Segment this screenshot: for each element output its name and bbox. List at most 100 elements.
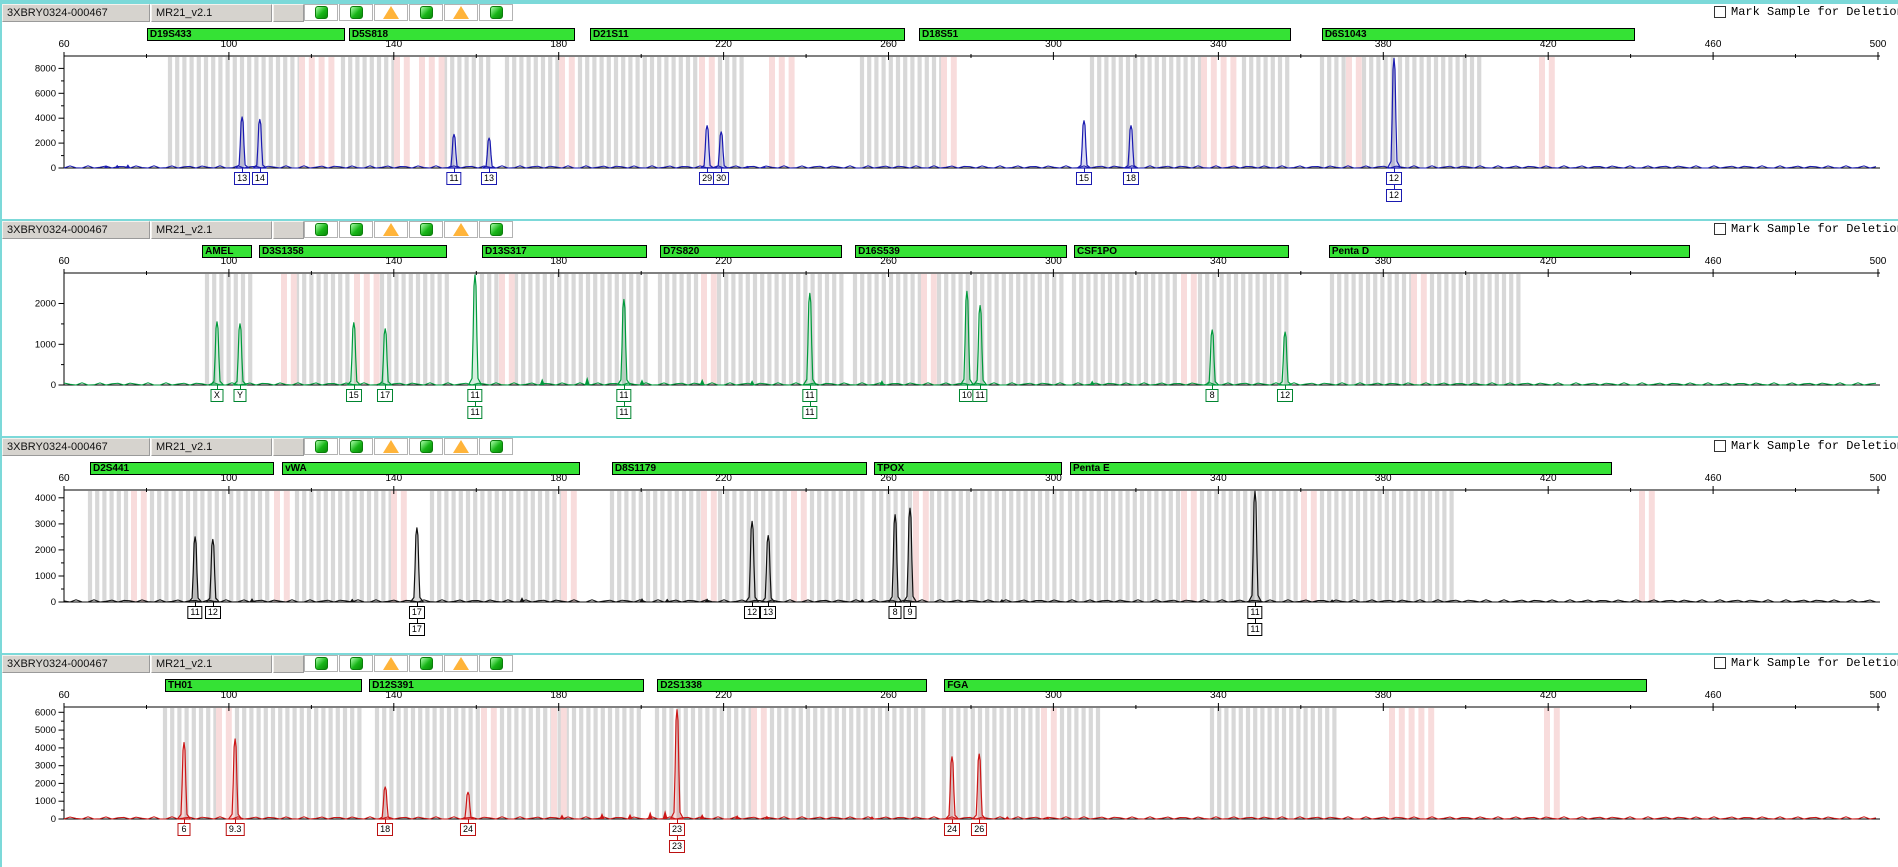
- status-icon-cell[interactable]: [339, 655, 373, 672]
- allele-box[interactable]: 11: [1247, 606, 1263, 619]
- allele-box[interactable]: 13: [760, 606, 777, 619]
- allele-box[interactable]: 11: [802, 389, 818, 402]
- allele-box[interactable]: 11: [616, 406, 632, 419]
- bin-gray: [1351, 274, 1356, 385]
- allele-box[interactable]: 17: [408, 606, 425, 619]
- bin-gray: [885, 708, 890, 819]
- allele-box[interactable]: 14: [251, 172, 268, 185]
- bin-gray: [1233, 274, 1239, 385]
- allele-box[interactable]: 12: [1277, 389, 1294, 402]
- allele-box[interactable]: Y: [233, 389, 247, 402]
- bin-gray: [600, 274, 605, 385]
- allele-box[interactable]: 15: [1075, 172, 1092, 185]
- status-icon-cell[interactable]: [339, 438, 373, 455]
- allele-box[interactable]: 30: [713, 172, 730, 185]
- status-icon-cell[interactable]: [479, 438, 513, 455]
- status-icon-cell[interactable]: [444, 4, 478, 21]
- allele-box[interactable]: 23: [669, 823, 686, 836]
- allele-box[interactable]: 15: [345, 389, 362, 402]
- mark-deletion-checkbox[interactable]: [1714, 657, 1726, 669]
- bin-gray: [214, 491, 219, 602]
- status-icon-cell[interactable]: [409, 221, 443, 238]
- allele-box[interactable]: X: [210, 389, 224, 402]
- electropherogram-plot[interactable]: 2000 1000 0: [2, 267, 1898, 393]
- status-icon-cell[interactable]: [409, 655, 443, 672]
- status-icon-cell[interactable]: [479, 655, 513, 672]
- mark-deletion-checkbox[interactable]: [1714, 440, 1726, 452]
- allele-box[interactable]: 23: [669, 840, 686, 853]
- status-icon-cell[interactable]: [374, 221, 408, 238]
- allele-box[interactable]: 12: [744, 606, 761, 619]
- allele-box[interactable]: 11: [1247, 623, 1263, 636]
- status-icon-cell[interactable]: [374, 438, 408, 455]
- electropherogram-panel-dye-red: 3XBRY0324-000467 MR21_v2.1 Mark Sample f…: [2, 653, 1898, 867]
- status-icon-cell[interactable]: [304, 4, 338, 21]
- electropherogram-plot[interactable]: 4000 3000 2000 1000 0: [2, 484, 1898, 610]
- bin-gray: [674, 491, 679, 602]
- status-icon-cell[interactable]: [444, 438, 478, 455]
- status-icon-cell[interactable]: [374, 4, 408, 21]
- y-tick-label: 2000: [35, 138, 56, 149]
- x-tick-label: 140: [385, 39, 403, 50]
- allele-box[interactable]: 12: [1385, 189, 1402, 202]
- allele-box[interactable]: 12: [204, 606, 221, 619]
- allele-box[interactable]: 13: [481, 172, 498, 185]
- bin-gray: [464, 57, 469, 168]
- allele-box[interactable]: 12: [1385, 172, 1402, 185]
- bin-gray: [87, 491, 93, 602]
- bin-gray: [725, 57, 730, 168]
- allele-box[interactable]: 11: [467, 389, 483, 402]
- x-tick-label: 300: [1045, 256, 1062, 267]
- allele-box[interactable]: 8: [888, 606, 902, 619]
- bin-pink: [1548, 57, 1555, 168]
- bin-gray: [1023, 491, 1028, 602]
- allele-box[interactable]: 11: [187, 606, 203, 619]
- allele-box[interactable]: 18: [377, 823, 394, 836]
- allele-box[interactable]: 17: [408, 623, 425, 636]
- allele-box[interactable]: 9: [903, 606, 917, 619]
- status-icon-cell[interactable]: [409, 438, 443, 455]
- allele-box[interactable]: 13: [234, 172, 251, 185]
- mark-deletion-checkbox[interactable]: [1714, 223, 1726, 235]
- allele-box[interactable]: 17: [377, 389, 394, 402]
- allele-box[interactable]: 9.3: [225, 823, 245, 836]
- status-icon-cell[interactable]: [444, 221, 478, 238]
- mark-deletion-control[interactable]: Mark Sample for Deletion: [1714, 5, 1898, 19]
- mark-deletion-checkbox[interactable]: [1714, 6, 1726, 18]
- status-icon-cell[interactable]: [374, 655, 408, 672]
- allele-box[interactable]: 24: [460, 823, 477, 836]
- status-icon-cell[interactable]: [479, 4, 513, 21]
- allele-box[interactable]: 11: [446, 172, 462, 185]
- bin-gray: [338, 274, 343, 385]
- electropherogram-plot[interactable]: 8000 6000 4000 2000 0: [2, 50, 1898, 176]
- status-icon-cell[interactable]: [339, 4, 373, 21]
- status-icon-cell[interactable]: [444, 655, 478, 672]
- status-icon-cell[interactable]: [339, 221, 373, 238]
- bin-gray: [719, 708, 724, 819]
- mark-deletion-control[interactable]: Mark Sample for Deletion: [1714, 439, 1898, 453]
- x-axis-labels: 60 100 140 180 220 260 300 340 380 420 460 500: [2, 690, 1898, 701]
- allele-box[interactable]: 8: [1205, 389, 1219, 402]
- allele-box[interactable]: 6: [177, 823, 191, 836]
- allele-box[interactable]: 11: [467, 406, 483, 419]
- status-icon-cell[interactable]: [304, 655, 338, 672]
- status-icon-cell[interactable]: [409, 4, 443, 21]
- electropherogram-plot[interactable]: 6000 5000 4000 3000 2000 1000 0: [2, 701, 1898, 827]
- mark-deletion-control[interactable]: Mark Sample for Deletion: [1714, 656, 1898, 670]
- allele-box[interactable]: 26: [971, 823, 988, 836]
- green-square-icon: [314, 6, 328, 19]
- bin-gray: [564, 708, 569, 819]
- allele-box[interactable]: 11: [802, 406, 818, 419]
- status-icon-cell[interactable]: [304, 438, 338, 455]
- status-icon-cell[interactable]: [479, 221, 513, 238]
- status-icon-cell[interactable]: [304, 221, 338, 238]
- mark-deletion-control[interactable]: Mark Sample for Deletion: [1714, 222, 1898, 236]
- allele-box[interactable]: 24: [944, 823, 961, 836]
- allele-box[interactable]: 11: [972, 389, 988, 402]
- bin-gray: [425, 708, 430, 819]
- bin-gray: [1501, 274, 1507, 385]
- allele-box[interactable]: 11: [616, 389, 632, 402]
- allele-box[interactable]: 18: [1122, 172, 1139, 185]
- bin-gray: [963, 708, 968, 819]
- bin-gray: [1172, 274, 1177, 385]
